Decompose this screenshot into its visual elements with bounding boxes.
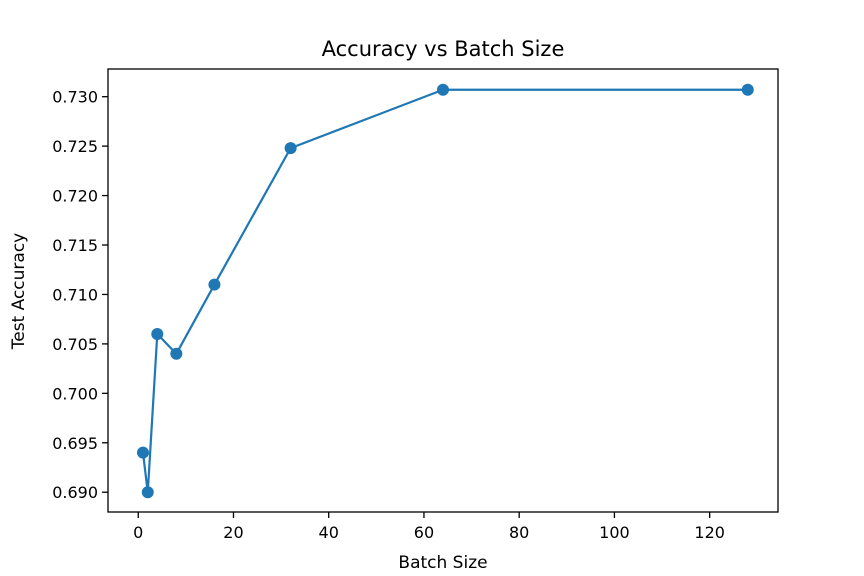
series-line <box>141 88 748 494</box>
x-tick-label: 100 <box>599 523 630 542</box>
y-tick-label: 0.700 <box>52 384 98 403</box>
y-axis-ticks: 0.690 0.695 0.700 0.705 0.710 0.715 0.720 0.725… <box>52 88 108 502</box>
data-point <box>208 278 221 291</box>
series-layer <box>137 83 754 499</box>
data-point <box>170 347 183 360</box>
x-tick-label: 120 <box>694 523 725 542</box>
x-tick-label: 40 <box>319 523 339 542</box>
chart-title: Accuracy vs Batch Size <box>322 37 565 61</box>
x-tick-label: 0 <box>133 523 143 542</box>
y-tick-label: 0.695 <box>52 434 98 453</box>
data-point <box>141 486 154 499</box>
x-axis-label: Batch Size <box>398 553 487 573</box>
x-tick-label: 60 <box>414 523 434 542</box>
data-point <box>741 83 754 96</box>
y-tick-label: 0.730 <box>52 88 98 107</box>
data-point <box>284 142 297 155</box>
x-axis-ticks: 0 20 40 60 80 100 120 <box>133 512 725 542</box>
y-tick-label: 0.720 <box>52 187 98 206</box>
x-tick-label: 80 <box>509 523 529 542</box>
y-axis-label: Test Accuracy <box>9 233 29 351</box>
plot-frame <box>107 68 779 513</box>
y-tick-label: 0.710 <box>52 285 98 304</box>
y-tick-label: 0.705 <box>52 335 98 354</box>
y-tick-label: 0.725 <box>52 137 98 156</box>
data-point <box>151 328 164 341</box>
y-tick-label: 0.690 <box>52 483 98 502</box>
data-point <box>137 446 149 459</box>
data-point <box>437 83 449 96</box>
y-tick-label: 0.715 <box>52 236 98 255</box>
x-tick-label: 20 <box>223 523 243 542</box>
